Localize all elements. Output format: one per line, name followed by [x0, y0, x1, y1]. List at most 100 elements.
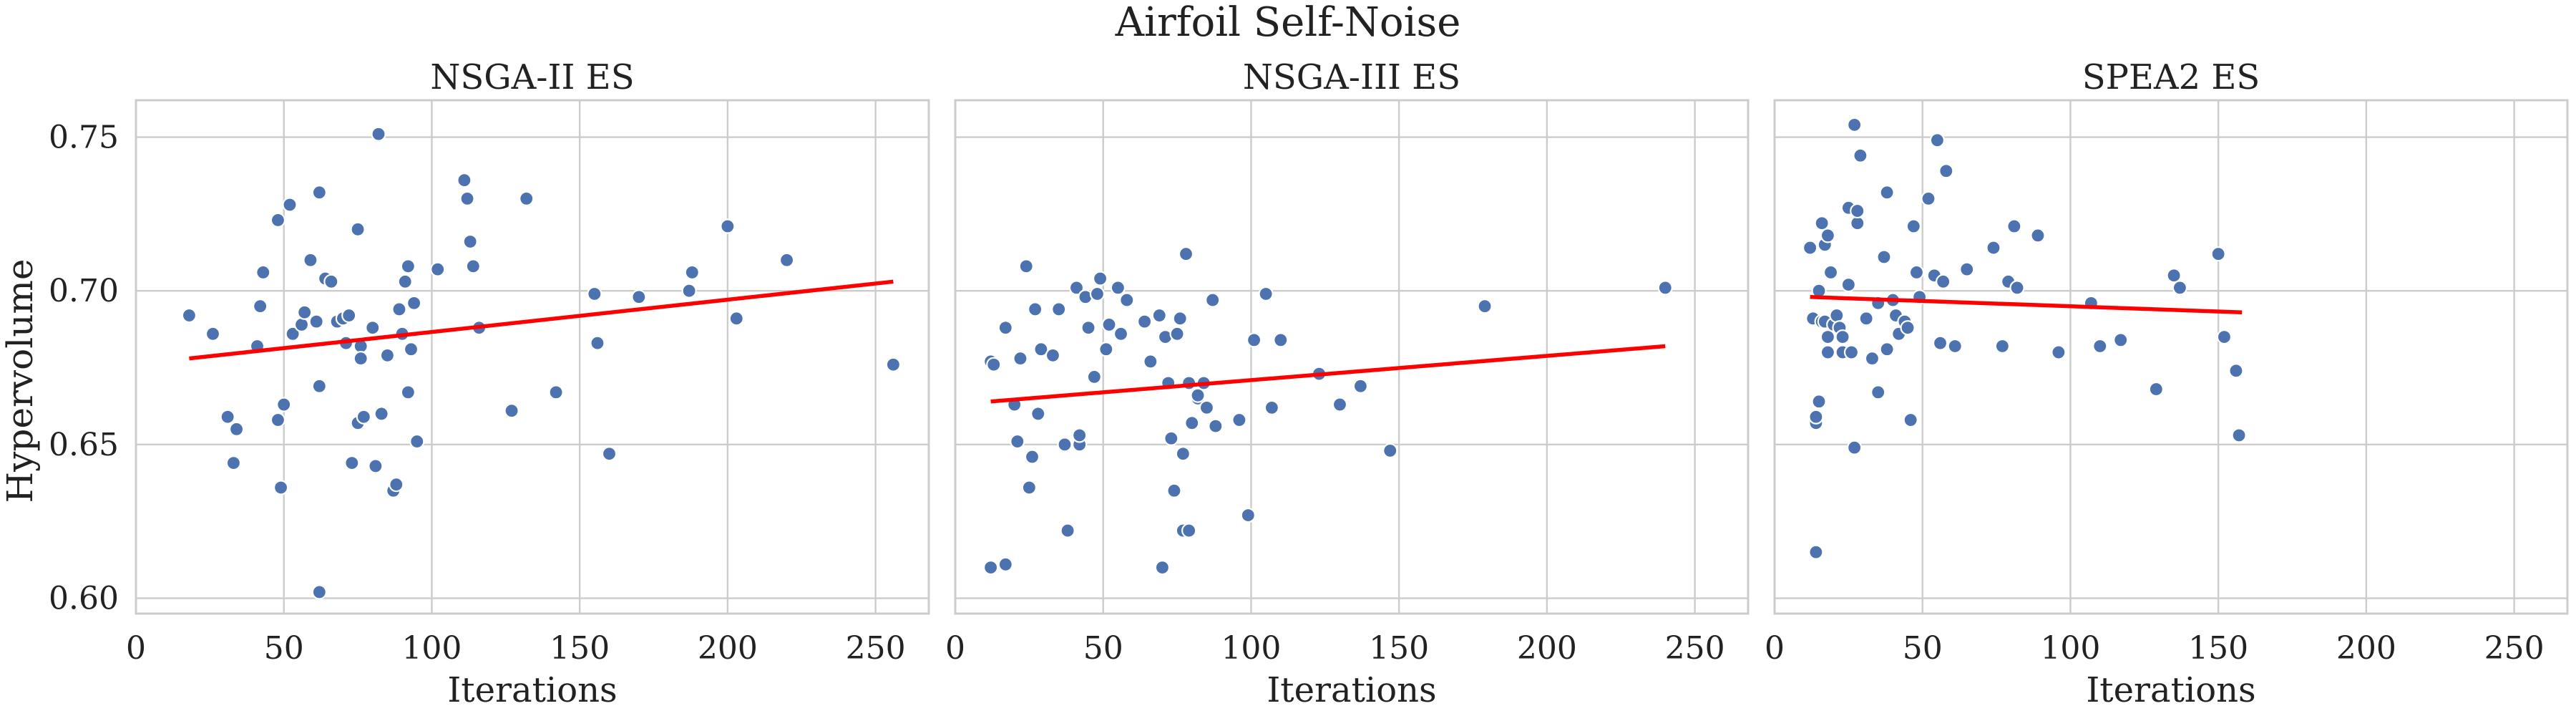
scatter-point [779, 252, 795, 268]
panel-title: SPEA2 ES [2082, 57, 2260, 97]
x-tick-label: 50 [1083, 630, 1123, 667]
scatter-point [1864, 351, 1880, 367]
panel-2: NSGA-III ES 0 50 100 150 200 250 Iterations [945, 57, 1750, 710]
scatter-point [400, 258, 416, 274]
scatter-point [519, 190, 535, 206]
scatter-point [1021, 480, 1037, 495]
scatter-point [1051, 301, 1067, 317]
scatter-point [228, 421, 245, 437]
chart-title: Airfoil Self-Noise [1115, 0, 1461, 46]
scatter-point [1921, 190, 1936, 206]
scatter-point [2030, 228, 2046, 243]
scatter-point [1808, 409, 1824, 425]
scatter-point [255, 264, 271, 281]
scatter-point [1092, 271, 1108, 286]
scatter-point [1080, 320, 1096, 336]
x-tick-label: 50 [1903, 630, 1943, 667]
scatter-point [459, 190, 475, 206]
trend-line [189, 279, 894, 361]
scatter-point [311, 584, 327, 600]
scatter-point [1136, 314, 1153, 329]
x-tick-label: 0 [126, 630, 146, 667]
scatter-point [1030, 406, 1046, 422]
scatter-point [379, 347, 396, 363]
scatter-point [430, 261, 446, 277]
scatter-point [220, 409, 235, 425]
y-tick-label: 0.60 [49, 581, 119, 617]
plot-frame [954, 99, 1750, 615]
scatter-point [1072, 427, 1088, 443]
scatter-point [2228, 363, 2244, 379]
trend-line [1810, 295, 2243, 314]
x-tick-label: 200 [698, 630, 758, 667]
scatter-point [1273, 332, 1289, 348]
scatter-point [297, 304, 313, 320]
scatter-point [311, 378, 327, 394]
x-axis-label: Iterations [447, 670, 617, 710]
scatter-point [344, 455, 360, 471]
scatter-point [1938, 163, 1954, 179]
scatter-point [1811, 394, 1827, 410]
scatter-point [1057, 437, 1073, 453]
scatter-point [1994, 338, 2010, 354]
scatter-point [389, 477, 404, 493]
scatter-point [1829, 307, 1845, 324]
panel-1: NSGA-II ES 0 50 100 150 200 250 Iterations 0.60 0… [49, 57, 930, 710]
scatter-point [368, 458, 384, 474]
scatter-point [374, 406, 389, 422]
scatter-point [2172, 280, 2188, 296]
scatter-point [397, 274, 413, 289]
scatter-point [1847, 117, 1863, 132]
scatter-point [276, 397, 292, 412]
scatter-point [2113, 332, 2129, 348]
scatter-point [353, 351, 369, 367]
panel-3: SPEA2 ES 0 50 100 150 200 250 Iterations [1765, 57, 2569, 710]
scatter-point [1089, 286, 1106, 302]
x-tick-label: 150 [550, 630, 610, 667]
scatter-point [1013, 351, 1028, 367]
scatter-point [371, 126, 386, 142]
scatter-point [1163, 430, 1179, 446]
scatter-point [270, 412, 286, 428]
scatter-point [684, 264, 700, 281]
scatter-point [1018, 258, 1034, 274]
x-tick-label: 250 [2484, 630, 2545, 667]
scatter-point [1143, 354, 1158, 369]
scatter-point [403, 342, 419, 357]
scatter-point [1045, 347, 1061, 363]
scatter-point [1820, 228, 1836, 243]
scatter-point [1808, 544, 1824, 560]
scatter-point [1823, 264, 1839, 281]
scatter-point [1876, 249, 1892, 265]
scatter-point [1154, 559, 1171, 576]
scatter-point [409, 433, 425, 450]
scatter-point [308, 314, 324, 329]
scatter-point [293, 316, 310, 333]
plot-frame [1773, 99, 2569, 615]
x-tick-label: 250 [846, 630, 906, 667]
scatter-point [2210, 246, 2226, 262]
scatter-point [1847, 440, 1863, 455]
scatter-point [1169, 326, 1185, 342]
scatter-point [365, 320, 381, 336]
scatter-point [465, 258, 481, 274]
scatter-point [1264, 400, 1279, 415]
y-tick-label: 0.65 [49, 427, 119, 463]
x-tick-label: 150 [1369, 630, 1429, 667]
scatter-point [2051, 344, 2067, 360]
scatter-point [720, 218, 736, 234]
scatter-point [181, 307, 197, 324]
scatter-point [1205, 292, 1221, 308]
y-axis-label: Hypervolume [0, 259, 41, 503]
x-tick-label: 0 [1765, 630, 1785, 667]
scatter-point [1843, 344, 1860, 360]
x-tick-label: 100 [401, 630, 462, 667]
scatter-point [1840, 277, 1856, 293]
scatter-point [1208, 418, 1224, 434]
x-tick-label: 100 [1221, 630, 1281, 667]
scatter-point [1802, 240, 1818, 256]
scatter-point [1657, 280, 1673, 296]
scatter-point [225, 455, 242, 471]
scatter-point [1903, 412, 1918, 428]
